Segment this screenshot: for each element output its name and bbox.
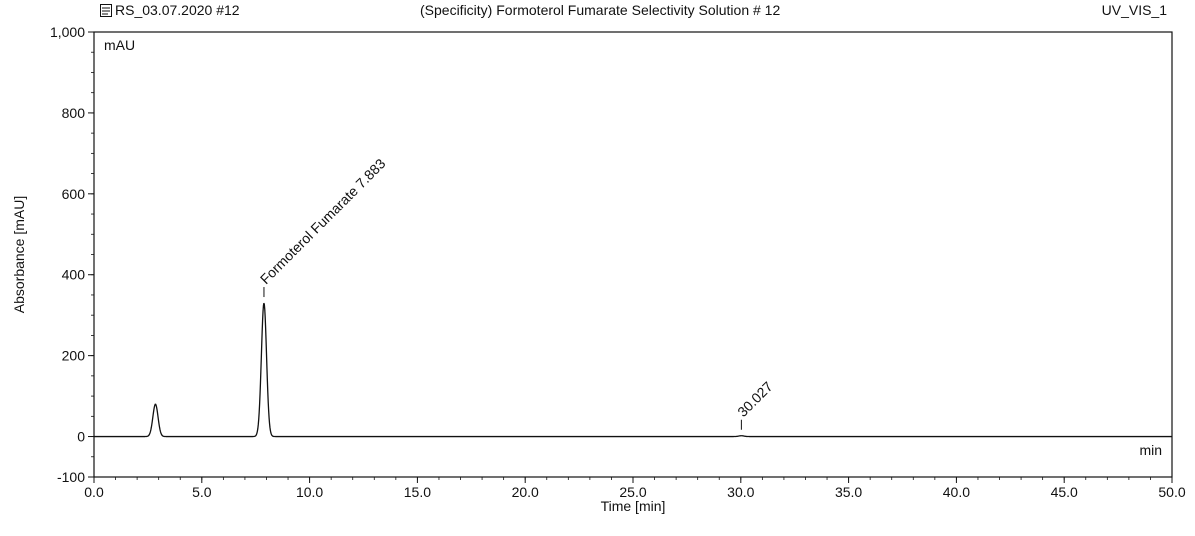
y-tick-label: 0 (77, 429, 85, 445)
y-tick-label: 200 (62, 348, 86, 364)
y-unit-label: mAU (104, 37, 135, 53)
x-tick-label: 10.0 (296, 484, 323, 500)
x-tick-label: 5.0 (192, 484, 212, 500)
y-tick-label: 800 (62, 105, 86, 121)
x-tick-label: 25.0 (619, 484, 646, 500)
plot-frame (93, 31, 1173, 478)
channel-label: UV_VIS_1 (1101, 2, 1167, 18)
y-tick-label: -100 (57, 469, 85, 485)
x-tick-label: 50.0 (1158, 484, 1185, 500)
x-tick-label: 20.0 (512, 484, 539, 500)
y-tick-label: 400 (62, 267, 86, 283)
sample-name: RS_03.07.2020 #12 (115, 2, 240, 18)
y-tick-label: 1,000 (50, 24, 85, 40)
x-tick-label: 40.0 (943, 484, 970, 500)
x-unit-label: min (1139, 442, 1162, 458)
peak-label: Formoterol Fumarate 7.883 (257, 155, 389, 287)
y-axis-label: Absorbance [mAU] (11, 196, 27, 314)
x-tick-label: 15.0 (404, 484, 431, 500)
chart-title: (Specificity) Formoterol Fumarate Select… (420, 2, 781, 18)
y-tick-label: 600 (62, 186, 86, 202)
peak-label: 30.027 (734, 378, 776, 420)
x-tick-label: 0.0 (84, 484, 104, 500)
x-axis-label: Time [min] (601, 498, 666, 514)
chromatogram-trace (94, 302, 1172, 438)
x-tick-label: 45.0 (1051, 484, 1078, 500)
x-tick-label: 35.0 (835, 484, 862, 500)
x-tick-label: 30.0 (727, 484, 754, 500)
sequence-file-icon (100, 3, 112, 17)
sample-header: RS_03.07.2020 #12 (100, 2, 240, 18)
